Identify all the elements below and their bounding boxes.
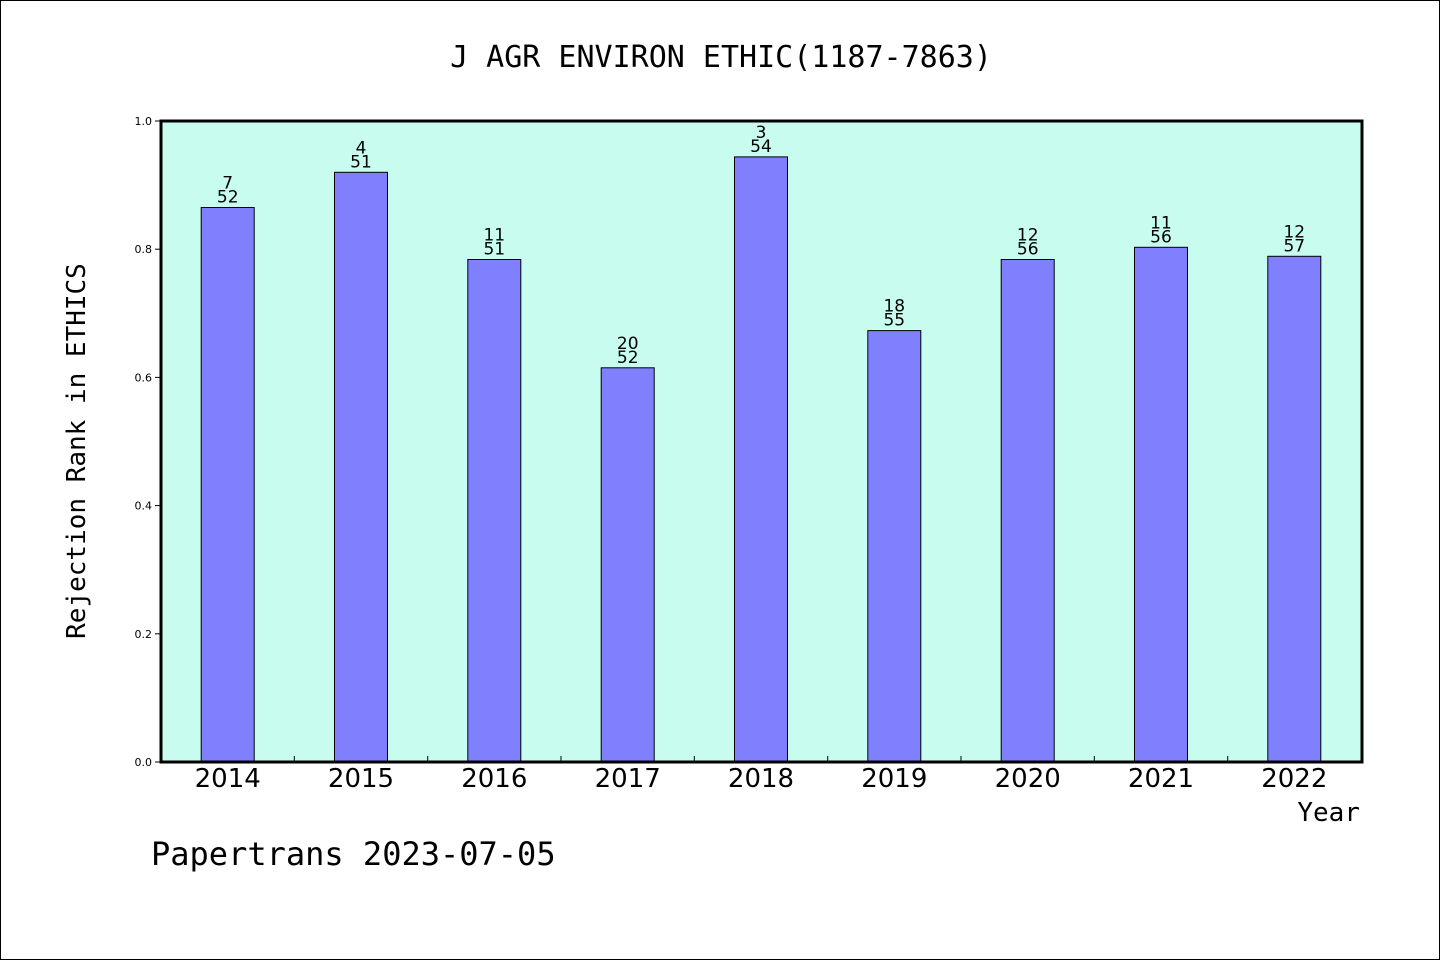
plot-frame — [159, 119, 1364, 764]
bar-total-label-2017: 52 — [617, 348, 639, 368]
bar-rank-label-2016: 11 — [483, 226, 505, 246]
bar-rank-label-2021: 11 — [1150, 213, 1172, 233]
footer-credit: Papertrans 2023-07-05 — [151, 835, 556, 873]
x-tick-label-2016: 2016 — [461, 764, 527, 794]
bar-total-label-2015: 51 — [350, 152, 372, 172]
bar-total-label-2022: 57 — [1283, 236, 1305, 256]
bar-2014 — [200, 207, 255, 763]
bar-2020 — [1000, 259, 1055, 763]
bar-rank-label-2017: 20 — [617, 334, 639, 354]
bar-rank-label-2020: 12 — [1017, 226, 1039, 246]
bar-total-label-2014: 52 — [217, 188, 239, 208]
x-tick-label-2017: 2017 — [595, 764, 661, 794]
bar-rank-label-2022: 12 — [1283, 222, 1305, 242]
bar-total-label-2018: 54 — [750, 137, 772, 157]
bar-2022 — [1267, 255, 1322, 763]
bar-2018 — [734, 156, 788, 763]
y-tick-label: 0.0 — [135, 756, 153, 769]
y-tick-label: 0.2 — [135, 628, 153, 641]
bar-2019 — [867, 330, 922, 763]
bar-rank-label-2019: 18 — [883, 297, 905, 317]
bar-total-label-2020: 56 — [1017, 240, 1039, 260]
x-tick-label-2021: 2021 — [1128, 764, 1194, 794]
y-axis-label: Rejection Rank in ETHICS — [62, 263, 92, 639]
x-tick-label-2014: 2014 — [195, 764, 261, 794]
y-axis: 0.0 0.2 0.4 0.6 0.8 1.0 — [135, 115, 161, 769]
x-tick-label-2015: 2015 — [328, 764, 394, 794]
bar-rank-label-2014: 7 — [222, 174, 233, 194]
y-tick-label: 0.8 — [135, 243, 153, 256]
x-tick-label-2022: 2022 — [1261, 764, 1327, 794]
bar-2021 — [1134, 246, 1188, 763]
bar-2016 — [467, 259, 522, 763]
y-tick-label: 0.6 — [135, 371, 153, 384]
x-tick-label-2018: 2018 — [728, 764, 794, 794]
bar-rank-label-2018: 3 — [756, 123, 767, 143]
x-tick-label-2019: 2019 — [861, 764, 927, 794]
bar-rank-label-2015: 4 — [356, 138, 367, 158]
bar-total-label-2021: 56 — [1150, 227, 1172, 247]
bar-total-label-2019: 55 — [883, 311, 905, 331]
y-tick-label: 0.4 — [135, 500, 153, 513]
bars-group — [200, 156, 1322, 763]
bar-total-label-2016: 51 — [483, 240, 505, 260]
bar-2015 — [334, 171, 388, 763]
x-tick-label-2020: 2020 — [995, 764, 1061, 794]
chart-title: J AGR ENVIRON ETHIC(1187-7863) — [450, 40, 992, 75]
x-axis-label: Year — [1297, 798, 1360, 828]
y-tick-label: 1.0 — [135, 115, 153, 128]
bar-2017 — [600, 367, 655, 763]
x-axis: 2014 2015 2016 2017 2018 2019 2020 2021 2022 — [195, 756, 1327, 794]
